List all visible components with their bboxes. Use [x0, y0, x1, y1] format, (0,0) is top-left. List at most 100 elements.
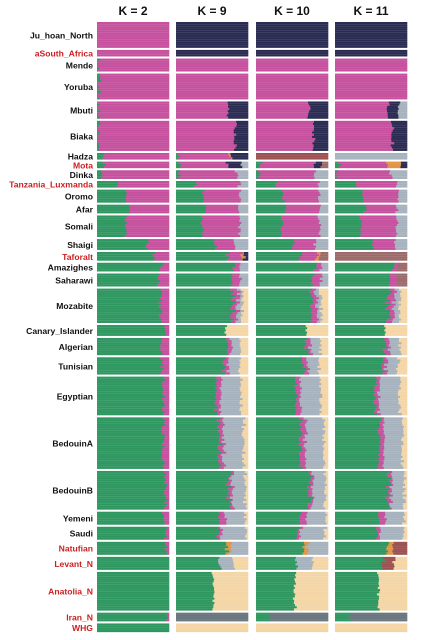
- segment-african: [164, 520, 170, 523]
- segment-african: [233, 318, 239, 321]
- segment-levant: [379, 383, 401, 386]
- segment-african: [218, 520, 227, 523]
- segment-anatolia: [323, 473, 329, 476]
- segment-levant: [322, 279, 329, 283]
- segment-minor: [303, 541, 310, 545]
- segment-african: [256, 67, 329, 70]
- segment-eurasianneareast: [335, 331, 386, 334]
- segment-eurasianneareast: [256, 507, 309, 510]
- segment-anatolia: [326, 477, 329, 480]
- segment-african: [164, 395, 170, 399]
- segment-african: [335, 90, 408, 93]
- segment-eurasianneareast: [256, 391, 296, 394]
- segment-eurasianneareast: [256, 460, 301, 463]
- segment-taforalt: [321, 161, 329, 164]
- pop-label-hadza: Hadza: [68, 152, 94, 162]
- segment-levant: [230, 546, 249, 549]
- segment-levant: [316, 170, 329, 173]
- segment-anatolia: [246, 533, 249, 536]
- segment-eurasianneareast: [176, 357, 227, 360]
- bar-egyptian-k10: [256, 376, 329, 416]
- bar-biaka-k2: [97, 120, 170, 151]
- segment-african: [164, 490, 170, 493]
- segment-african: [388, 503, 390, 506]
- segment-eurasianneareast: [335, 340, 386, 343]
- segment-eurasianneareast: [335, 398, 376, 401]
- segment-eurasianneareast: [97, 352, 163, 356]
- segment-eurasianneareast: [176, 232, 202, 235]
- segment-african: [163, 438, 170, 442]
- segment-african: [97, 39, 170, 42]
- segment-hadza: [392, 543, 408, 547]
- segment-eurasianneareast: [335, 312, 390, 315]
- segment-eurasianneareast: [256, 604, 296, 607]
- segment-eurasianneareast: [176, 436, 220, 439]
- segment-eurasianneareast: [335, 453, 379, 457]
- segment-eurasianneareast: [176, 477, 229, 480]
- segment-african: [298, 395, 302, 399]
- segment-african: [380, 451, 384, 454]
- segment-african: [300, 458, 307, 461]
- segment-levant: [240, 228, 249, 231]
- segment-eurasianneareast: [97, 432, 163, 435]
- segment-african: [229, 288, 238, 291]
- segment-eurasianneareast: [176, 191, 203, 195]
- segment-eurasianneareast: [176, 365, 227, 369]
- segment-levant: [304, 443, 325, 446]
- segment-minor: [226, 541, 233, 545]
- segment-anatolia: [233, 561, 249, 564]
- segment-eurasianneareast: [97, 595, 170, 598]
- segment-african: [160, 269, 170, 272]
- segment-eurasianneareast: [176, 389, 218, 392]
- segment-anatolia: [244, 483, 249, 487]
- segment-levant: [300, 389, 322, 392]
- segment-african: [219, 518, 228, 521]
- segment-eurasianneareast: [97, 473, 167, 476]
- segment-eurasianneareast: [256, 559, 296, 562]
- segment-eurasianneareast: [256, 591, 294, 594]
- segment-anatolia: [403, 481, 408, 484]
- segment-levant: [227, 518, 247, 521]
- segment-levant: [306, 430, 326, 433]
- segment-levant: [311, 494, 327, 497]
- segment-levant: [296, 567, 313, 570]
- segment-african: [176, 88, 249, 91]
- segment-anatolia: [400, 299, 408, 302]
- segment-african: [313, 284, 321, 287]
- segment-african: [356, 185, 397, 188]
- segment-anatolia: [240, 376, 249, 379]
- segment-levant: [319, 219, 329, 223]
- segment-african: [164, 500, 170, 504]
- segment-levant: [223, 466, 243, 469]
- segment-anatolia: [401, 445, 408, 448]
- segment-eurasianneareast: [97, 120, 101, 124]
- segment-hunter-gatherer: [256, 41, 329, 44]
- segment-eurasianneareast: [97, 290, 163, 293]
- segment-eurasianneareast: [176, 458, 220, 461]
- segment-levant: [235, 320, 242, 323]
- segment-hunter-gatherer: [228, 116, 249, 119]
- segment-hunter-gatherer: [391, 131, 408, 134]
- segment-african: [162, 406, 170, 409]
- segment-levant: [240, 290, 244, 293]
- segment-eurasianneareast: [256, 599, 295, 603]
- segment-eurasianneareast: [97, 127, 98, 130]
- segment-eurasianneareast: [176, 483, 226, 487]
- segment-eurasianneareast: [335, 440, 380, 444]
- segment-eurasianneareast: [256, 299, 313, 302]
- segment-eurasianneareast: [97, 116, 101, 119]
- segment-eurasianneareast: [335, 301, 386, 304]
- bar-asouth-africa-k9: [176, 49, 249, 57]
- segment-anatolia: [403, 528, 408, 532]
- segment-eurasianneareast: [176, 155, 180, 158]
- segment-anatolia: [244, 522, 249, 525]
- segment-anatolia: [320, 387, 329, 390]
- segment-eurasianneareast: [256, 556, 297, 560]
- segment-african: [162, 290, 170, 293]
- segment-african: [162, 387, 170, 390]
- segment-levant: [322, 267, 329, 270]
- segment-anatolia: [239, 337, 249, 341]
- segment-eurasianneareast: [176, 189, 205, 192]
- segment-levant: [316, 314, 323, 317]
- segment-levant: [240, 181, 249, 184]
